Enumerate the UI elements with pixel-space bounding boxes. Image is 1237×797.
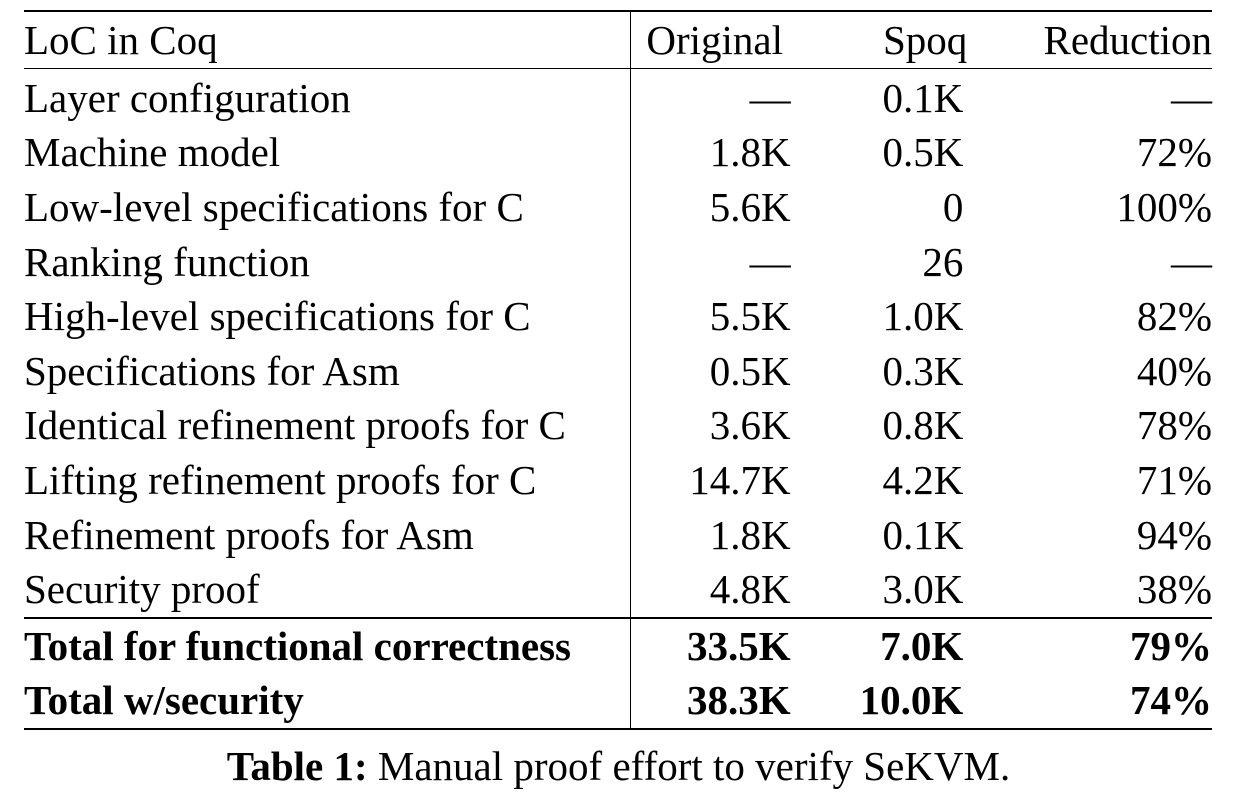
row-spoq: 26 (922, 238, 964, 285)
total-spoq: 7.0K (880, 622, 964, 669)
row-label: Refinement proofs for Asm (24, 511, 474, 558)
row-original: 1.8K (629, 507, 799, 563)
row-reduction: 78% (1136, 402, 1212, 449)
total-label: Total for functional correctness (24, 622, 571, 669)
row-label: Specifications for Asm (24, 347, 400, 394)
row-reduction: 40% (1136, 347, 1212, 394)
row-spoq: 0 (942, 183, 964, 230)
row-reduction: 38% (1136, 566, 1212, 613)
row-reduction: — (1171, 238, 1212, 285)
row-original: — (629, 68, 799, 126)
row-original: 5.5K (629, 289, 799, 344)
row-original: 3.6K (629, 398, 799, 454)
row-spoq: 0.5K (882, 129, 964, 176)
total-reduction: 74% (1130, 677, 1212, 724)
row-spoq: 0.8K (882, 402, 964, 449)
header-loc-in-coq: LoC in Coq (24, 16, 218, 63)
table-row: Layer configuration — 0.1K — (24, 68, 1212, 126)
total-original: 38.3K (629, 673, 799, 730)
caption-label: Table 1: (226, 743, 368, 789)
row-label: Lifting refinement proofs for C (24, 456, 537, 503)
header-spoq: Spoq (883, 16, 968, 63)
row-original: 5.6K (629, 180, 799, 235)
row-reduction: 100% (1116, 183, 1212, 230)
header-reduction: Reduction (1043, 16, 1212, 63)
table-header-row: LoC in Coq Original Spoq Reduction (24, 11, 1212, 69)
table-row: Machine model 1.8K 0.5K 72% (24, 125, 1212, 181)
caption-text: Manual proof effort to verify SeKVM. (367, 743, 1011, 789)
row-spoq: 3.0K (882, 566, 964, 613)
row-spoq: 0.3K (882, 347, 964, 394)
total-reduction: 79% (1130, 622, 1212, 669)
proof-effort-table: LoC in Coq Original Spoq Reduction Layer… (24, 10, 1212, 730)
total-spoq: 10.0K (859, 677, 964, 724)
table-row: Lifting refinement proofs for C 14.7K 4.… (24, 453, 1212, 508)
total-row-functional-correctness: Total for functional correctness 33.5K 7… (24, 617, 1212, 674)
row-spoq: 0.1K (882, 511, 964, 558)
table-row: Refinement proofs for Asm 1.8K 0.1K 94% (24, 507, 1212, 563)
row-reduction: 72% (1136, 129, 1212, 176)
table-row: Identical refinement proofs for C 3.6K 0… (24, 398, 1212, 454)
row-original: 14.7K (629, 453, 799, 508)
row-original: 4.8K (629, 562, 799, 618)
table-row: Ranking function — 26 — (24, 234, 1212, 290)
row-spoq: 4.2K (882, 456, 964, 503)
row-label: Machine model (24, 129, 281, 176)
row-label: Security proof (24, 566, 260, 613)
table-caption: Table 1: Manual proof effort to verify S… (0, 742, 1237, 790)
total-row-with-security: Total w/security 38.3K 10.0K 74% (24, 673, 1212, 730)
total-original: 33.5K (629, 617, 799, 674)
table-row: High-level specifications for C 5.5K 1.0… (24, 289, 1212, 344)
header-original: Original (629, 11, 799, 69)
row-label: Identical refinement proofs for C (24, 402, 566, 449)
row-original: 0.5K (629, 343, 799, 399)
row-label: High-level specifications for C (24, 293, 531, 340)
row-spoq: 1.0K (882, 293, 964, 340)
row-reduction: 71% (1136, 456, 1212, 503)
total-label: Total w/security (24, 677, 304, 724)
row-label: Ranking function (24, 238, 310, 285)
row-original: 1.8K (629, 125, 799, 181)
row-label: Layer configuration (24, 74, 351, 121)
row-original: — (629, 234, 799, 290)
row-reduction: 82% (1136, 293, 1212, 340)
row-reduction: 94% (1136, 511, 1212, 558)
proof-effort-table-container: LoC in Coq Original Spoq Reduction Layer… (24, 10, 1212, 730)
row-label: Low-level specifications for C (24, 183, 524, 230)
table-row: Specifications for Asm 0.5K 0.3K 40% (24, 343, 1212, 399)
table-row: Security proof 4.8K 3.0K 38% (24, 562, 1212, 618)
row-spoq: 0.1K (882, 74, 964, 121)
row-reduction: — (1171, 74, 1212, 121)
table-row: Low-level specifications for C 5.6K 0 10… (24, 180, 1212, 235)
